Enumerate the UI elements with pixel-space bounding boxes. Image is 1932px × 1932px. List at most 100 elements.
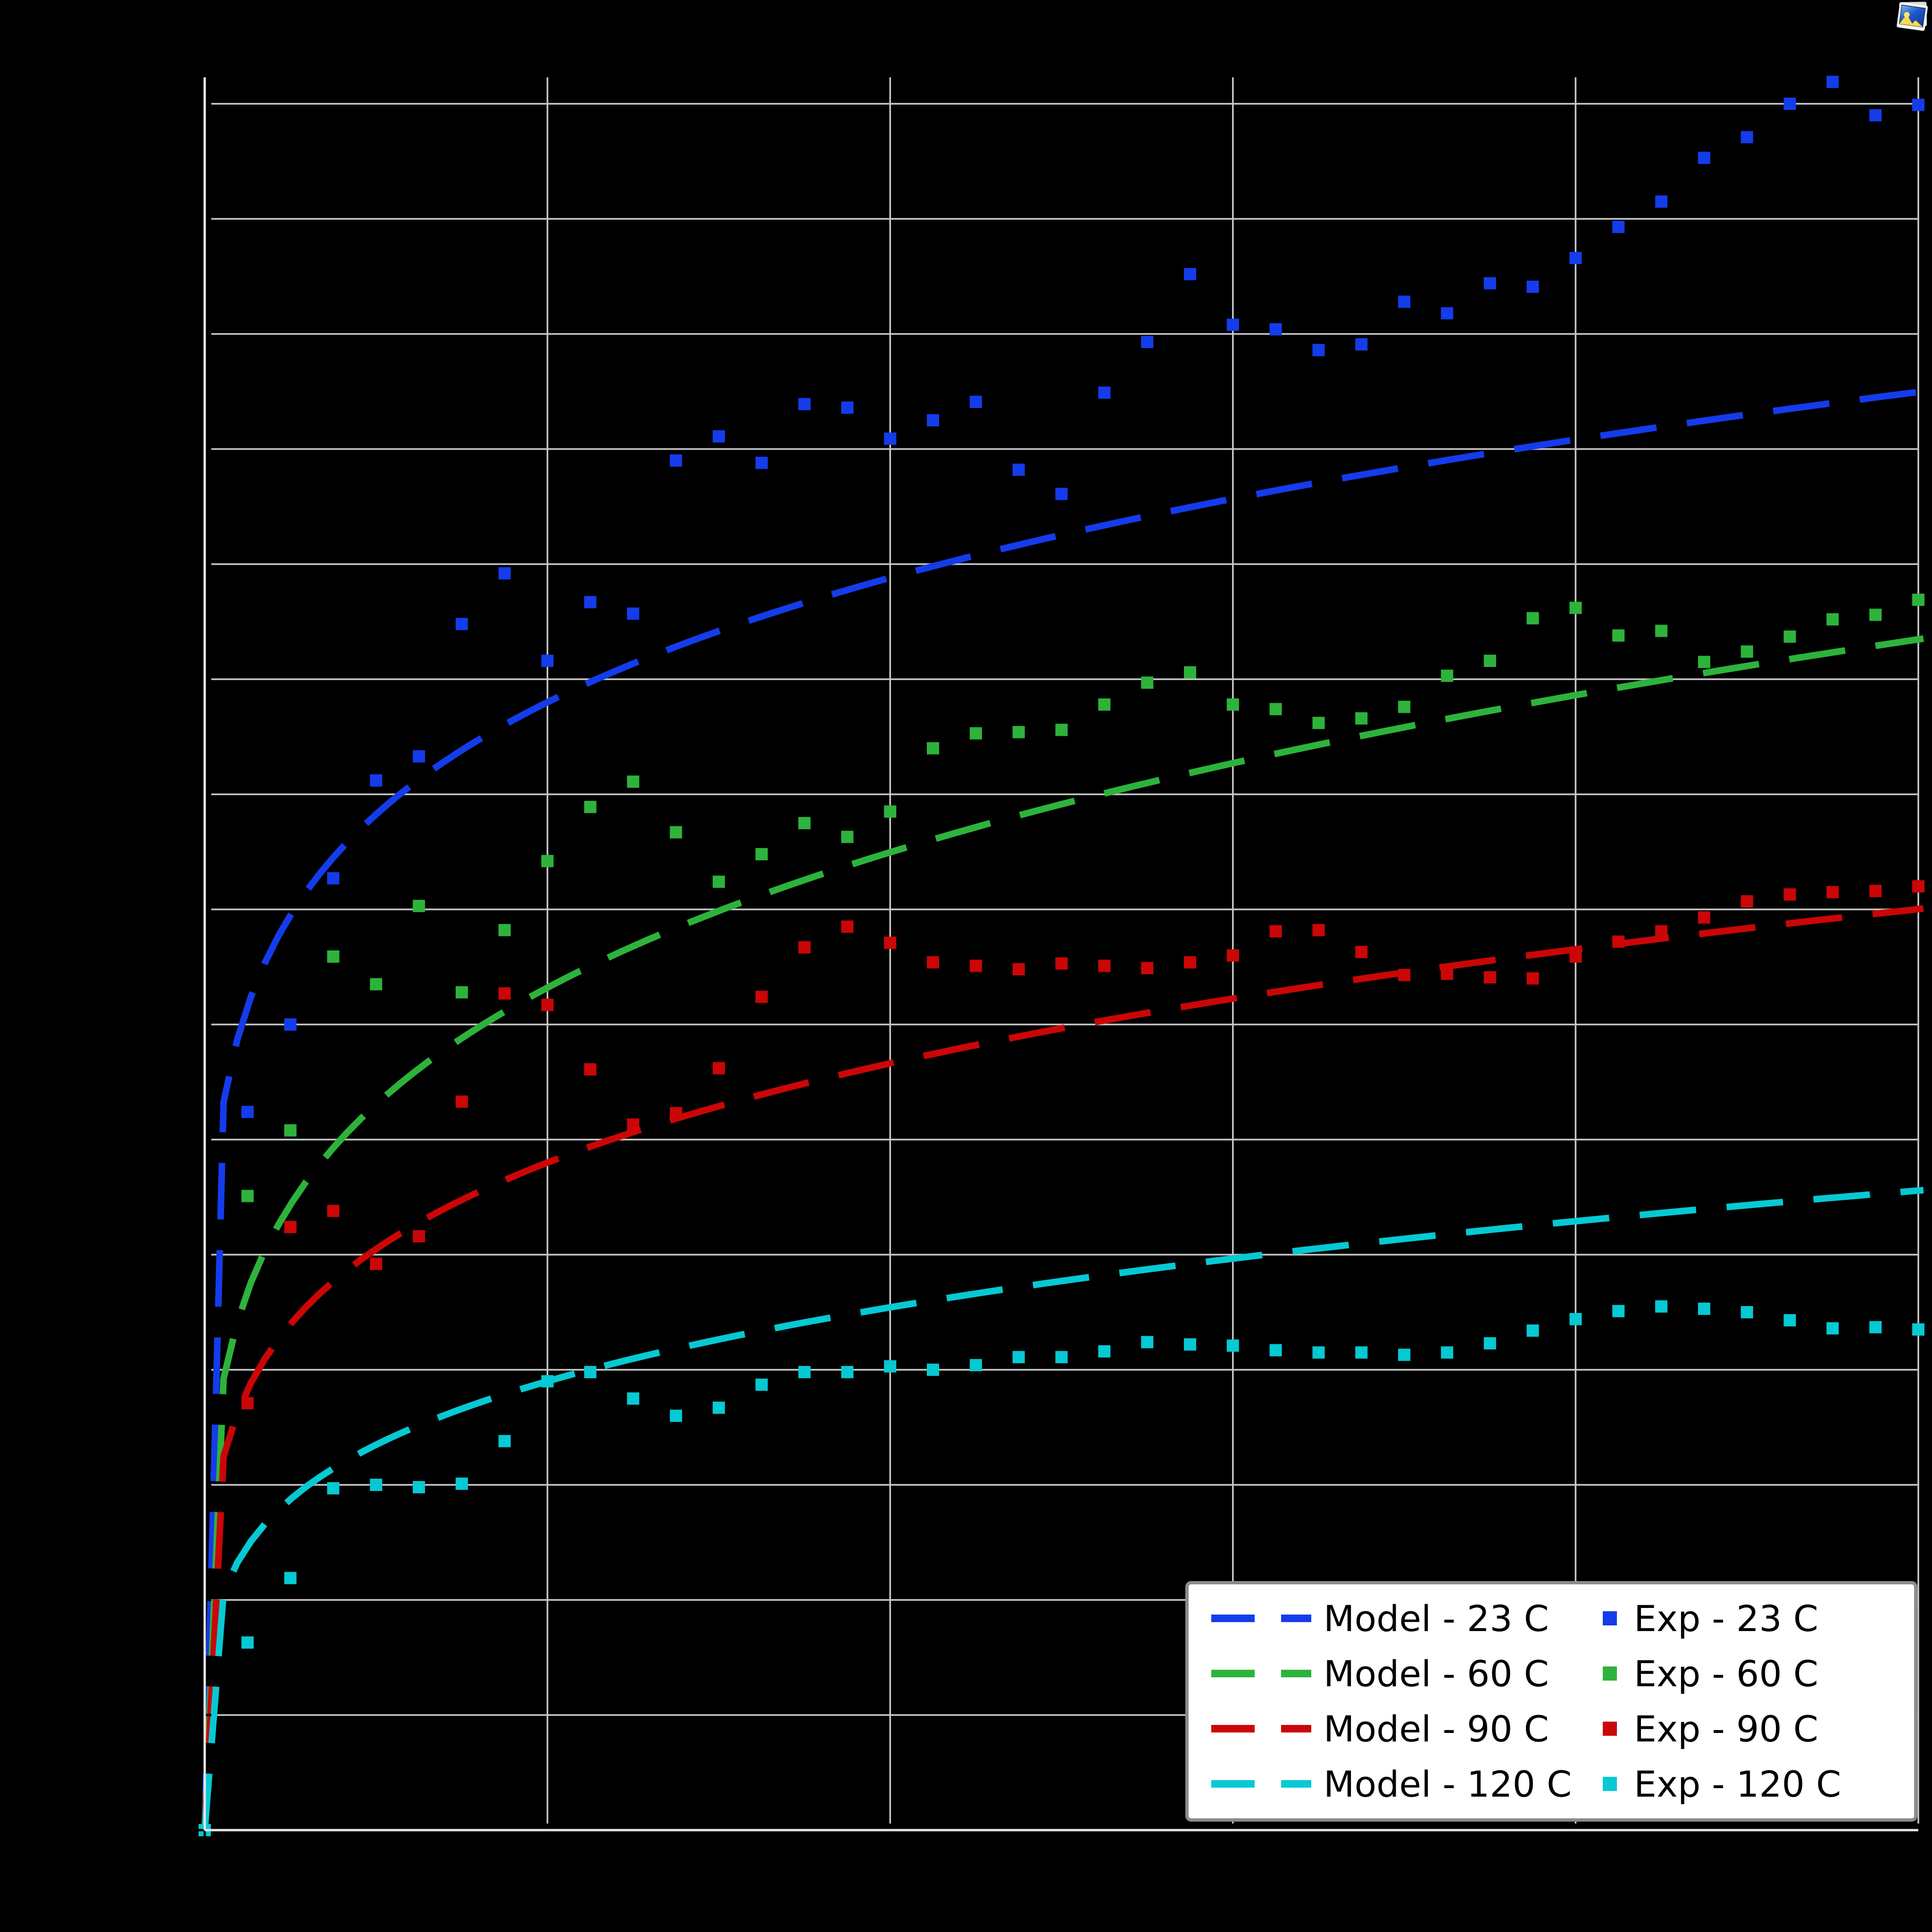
- data-point: [1483, 277, 1496, 290]
- data-point: [1483, 971, 1496, 983]
- data-point: [370, 1257, 383, 1270]
- legend-row: Model - 23 C Exp - 23 C: [1211, 1597, 1909, 1640]
- data-point: [798, 941, 811, 954]
- data-point: [969, 959, 982, 972]
- data-point: [456, 1477, 468, 1490]
- data-point: [498, 924, 511, 936]
- data-point: [1226, 1339, 1239, 1352]
- data-point: [1184, 1338, 1196, 1351]
- data-point: [1526, 281, 1539, 293]
- legend-label-model: Model - 23 C: [1324, 1597, 1549, 1640]
- data-point: [1826, 613, 1839, 626]
- data-point: [712, 430, 725, 443]
- data-point: [1569, 601, 1582, 614]
- data-point: [413, 1481, 425, 1493]
- data-point: [1612, 935, 1625, 948]
- data-point: [798, 398, 811, 410]
- data-point: [1098, 386, 1111, 399]
- data-point: [1184, 666, 1196, 679]
- data-point: [327, 1482, 340, 1495]
- data-point: [1098, 698, 1111, 711]
- data-point: [1526, 972, 1539, 985]
- data-point: [1569, 950, 1582, 963]
- data-point: [241, 1397, 254, 1409]
- exp-marker-swatch: [1603, 1722, 1617, 1736]
- data-point: [241, 1190, 254, 1202]
- data-point: [670, 826, 683, 839]
- data-point: [1355, 338, 1368, 350]
- data-point: [584, 596, 597, 608]
- data-point: [755, 991, 768, 1003]
- data-point: [1441, 1346, 1453, 1359]
- data-point: [1055, 724, 1068, 736]
- exp-marker-swatch: [1603, 1611, 1617, 1626]
- data-point: [712, 1062, 725, 1074]
- legend-row: Model - 120 C Exp - 120 C: [1211, 1765, 1909, 1803]
- data-point: [884, 936, 897, 949]
- data-point: [841, 831, 854, 843]
- data-point: [1398, 1349, 1411, 1361]
- model-line-swatch: [1211, 1670, 1311, 1678]
- legend-label-exp: Exp - 60 C: [1634, 1652, 1818, 1695]
- data-point: [1612, 1305, 1625, 1317]
- data-point: [327, 1205, 340, 1217]
- data-point: [1098, 959, 1111, 972]
- data-point: [1912, 880, 1924, 893]
- gridlines: [205, 77, 1919, 1830]
- data-point: [1398, 295, 1411, 308]
- curve-model-60-c: [201, 635, 1924, 1831]
- data-point: [370, 978, 383, 991]
- data-point: [1055, 1351, 1068, 1364]
- data-point: [1869, 1321, 1882, 1333]
- data-point: [1526, 1324, 1539, 1337]
- exp-marker-swatch: [1603, 1666, 1617, 1681]
- data-point: [413, 750, 425, 763]
- data-point: [456, 617, 468, 630]
- data-point: [1355, 712, 1368, 724]
- data-point: [927, 956, 939, 969]
- data-point: [1312, 924, 1325, 936]
- data-point: [1269, 323, 1282, 336]
- data-point: [1655, 625, 1668, 637]
- data-point: [969, 396, 982, 408]
- data-point: [284, 1221, 297, 1233]
- data-point: [627, 1392, 640, 1405]
- data-point: [584, 800, 597, 813]
- data-point: [712, 1401, 725, 1414]
- curve-model-90-c: [201, 905, 1924, 1831]
- model-line-swatch: [1211, 1725, 1311, 1733]
- data-point: [327, 950, 340, 963]
- data-point: [541, 1375, 554, 1388]
- data-point: [456, 1095, 468, 1108]
- data-point: [370, 774, 383, 787]
- data-point: [1483, 1337, 1496, 1349]
- legend-label-model: Model - 90 C: [1324, 1707, 1549, 1750]
- data-point: [1184, 956, 1196, 969]
- data-point: [1226, 698, 1239, 711]
- data-point: [413, 1230, 425, 1242]
- data-point: [1912, 593, 1924, 606]
- data-point: [1141, 1336, 1154, 1349]
- data-point: [755, 457, 768, 469]
- data-point: [627, 1118, 640, 1131]
- data-point: [584, 1366, 597, 1378]
- data-point: [1398, 700, 1411, 713]
- data-point: [927, 414, 939, 426]
- data-point: [670, 454, 683, 467]
- data-point: [1441, 967, 1453, 980]
- data-point: [755, 1378, 768, 1391]
- legend-row: Model - 60 C Exp - 60 C: [1211, 1655, 1909, 1693]
- legend-row: Model - 90 C Exp - 90 C: [1211, 1710, 1909, 1748]
- data-point: [1569, 1313, 1582, 1325]
- data-point: [1612, 221, 1625, 233]
- data-point: [1569, 252, 1582, 264]
- data-point: [498, 1435, 511, 1448]
- data-point: [284, 1018, 297, 1031]
- chart-legend: Model - 23 C Exp - 23 C Model - 60 C Exp…: [1185, 1581, 1917, 1822]
- data-point: [798, 1366, 811, 1378]
- curve-model-23-c: [201, 388, 1924, 1831]
- photo-viewer-icon[interactable]: [1892, 0, 1932, 34]
- model-line-swatch: [1211, 1615, 1311, 1623]
